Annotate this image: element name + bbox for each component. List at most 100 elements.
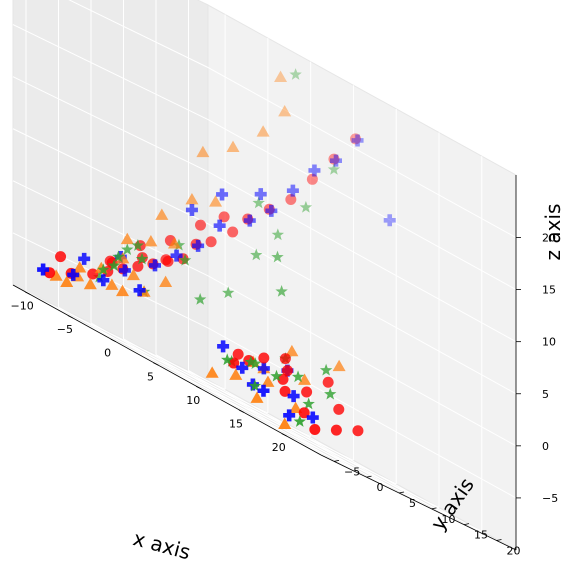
point-star — [131, 239, 145, 251]
data-points — [37, 68, 396, 437]
point-triangle — [120, 232, 134, 245]
point-triangle — [73, 261, 87, 273]
point-triangle — [126, 268, 140, 281]
x-axis-label: x axis — [131, 526, 193, 564]
point-triangle — [229, 368, 243, 380]
point-star — [249, 357, 262, 369]
x-tick-mark — [196, 386, 202, 390]
x-tick-mark — [153, 362, 159, 366]
y-tick-mark — [333, 459, 340, 462]
point-star — [172, 238, 186, 251]
grid-line — [207, 275, 517, 447]
grid-line — [155, 354, 465, 526]
grid-line — [158, 364, 354, 461]
point-circle — [87, 268, 99, 280]
point-triangle — [159, 275, 173, 287]
x-tick-mark — [67, 315, 74, 319]
point-plus — [37, 263, 50, 276]
point-star — [221, 353, 234, 366]
point-star — [250, 248, 263, 261]
point-star — [291, 370, 305, 383]
y-tick-label: 20 — [507, 545, 521, 558]
point-star — [299, 200, 313, 213]
x-tick-label: 5 — [147, 370, 154, 383]
grid-line — [115, 341, 311, 438]
point-triangle — [144, 234, 158, 247]
point-triangle — [105, 278, 119, 290]
x-tick-mark — [110, 338, 116, 343]
point-circle — [279, 353, 291, 365]
point-circle — [350, 133, 361, 145]
z-axis-label: z axis — [541, 204, 565, 261]
point-triangle — [168, 237, 181, 249]
x-tick-label: −5 — [57, 323, 73, 336]
x-tick-label: 15 — [229, 418, 243, 431]
point-star — [193, 293, 207, 305]
point-triangle — [274, 70, 288, 83]
point-star — [319, 363, 333, 376]
grid-line — [201, 388, 397, 485]
point-plus — [170, 249, 183, 262]
y-tick-mark — [366, 475, 372, 478]
y-tick-label: 0 — [377, 481, 384, 494]
point-triangle — [185, 193, 199, 205]
point-plus — [330, 154, 342, 167]
grid-line — [29, 293, 226, 390]
point-star — [271, 250, 284, 263]
point-circle — [162, 255, 174, 267]
point-plus — [217, 340, 230, 353]
y-tick-mark — [398, 491, 405, 494]
point-triangle — [332, 359, 346, 372]
point-star — [222, 286, 235, 299]
point-plus — [287, 390, 300, 403]
point-plus — [67, 268, 80, 281]
x-tick-label: 0 — [104, 347, 111, 360]
y-tick-label: 10 — [442, 513, 456, 526]
point-circle — [55, 251, 67, 263]
point-plus — [133, 284, 146, 297]
point-circle — [333, 403, 345, 415]
point-circle — [132, 260, 144, 272]
point-star — [135, 252, 149, 265]
left-pane — [12, 0, 209, 381]
point-star — [271, 228, 285, 241]
axis-lines — [12, 175, 521, 551]
point-triangle — [285, 344, 299, 357]
point-triangle — [289, 401, 303, 413]
point-triangle — [116, 284, 129, 297]
point-circle — [205, 236, 217, 248]
point-plus — [265, 204, 278, 217]
y-tick-label: 5 — [409, 497, 416, 510]
point-star — [324, 387, 337, 400]
y-tick-label: 15 — [474, 529, 488, 542]
y-tick-mark — [496, 539, 502, 541]
point-circle — [195, 219, 206, 231]
point-circle — [285, 194, 297, 205]
grid-line — [68, 0, 209, 68]
point-plus — [257, 384, 270, 397]
point-plus — [192, 239, 205, 252]
point-circle — [322, 376, 334, 388]
point-triangle — [278, 417, 292, 430]
point-circle — [258, 352, 270, 364]
point-plus — [254, 188, 267, 201]
point-circle — [306, 173, 318, 185]
point-star — [107, 259, 121, 271]
point-plus — [213, 219, 226, 232]
point-star — [244, 355, 258, 368]
y-tick-mark — [431, 507, 437, 510]
point-triangle — [298, 373, 312, 385]
grid-line — [207, 223, 517, 395]
point-plus — [185, 203, 198, 216]
point-star — [248, 379, 262, 392]
point-circle — [301, 386, 313, 398]
point-star — [97, 263, 110, 276]
point-plus — [216, 188, 229, 201]
grid-line — [243, 412, 440, 508]
point-plus — [283, 409, 296, 422]
point-star — [302, 397, 315, 410]
grid-line — [90, 322, 400, 494]
point-star — [178, 253, 192, 266]
point-circle — [281, 365, 293, 377]
grid-line — [25, 290, 335, 462]
